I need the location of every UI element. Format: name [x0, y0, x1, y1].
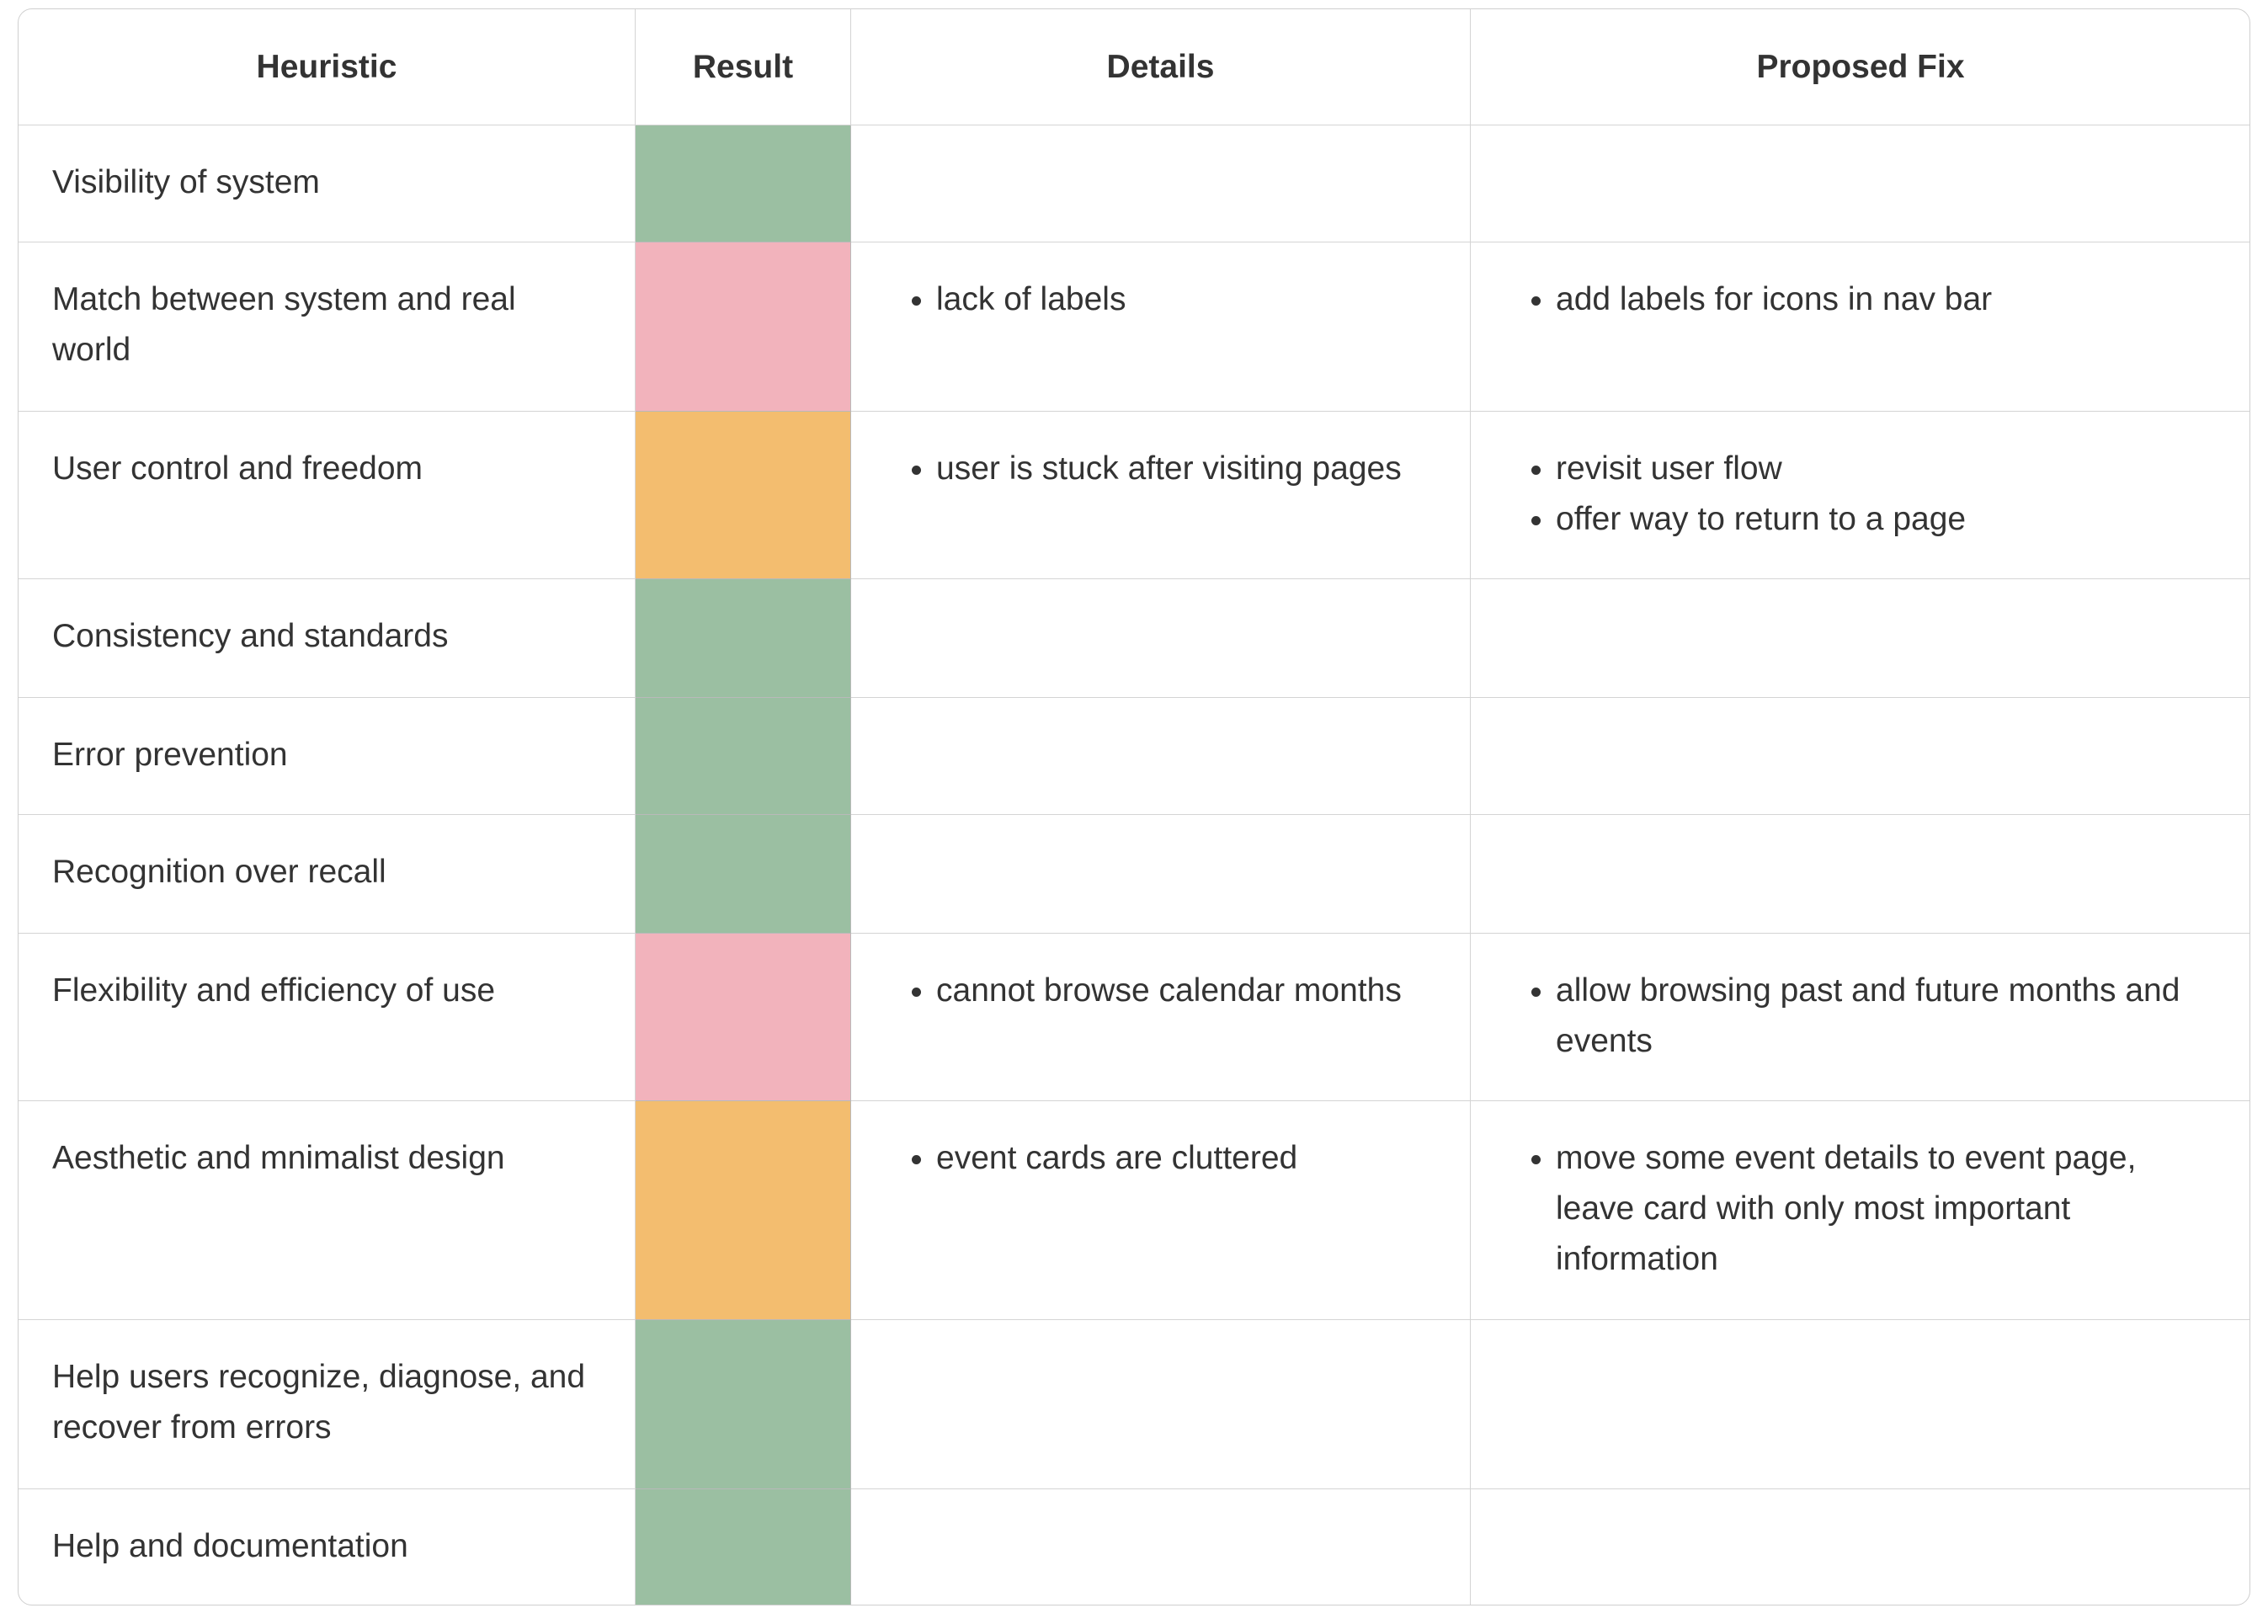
- details-cell: [850, 1319, 1471, 1489]
- table-row: User control and freedom user is stuck af…: [19, 411, 2249, 579]
- result-cell: [635, 697, 851, 815]
- details-list: event cards are cluttered: [885, 1133, 1436, 1184]
- result-cell: [635, 814, 851, 934]
- fixes-cell: allow browsing past and future months an…: [1470, 933, 2249, 1101]
- heuristic-cell: Consistency and standards: [19, 578, 636, 698]
- column-header: Details: [850, 9, 1471, 125]
- details-cell: [850, 697, 1471, 815]
- fixes-list: allow browsing past and future months an…: [1504, 966, 2217, 1067]
- details-cell: user is stuck after visiting pages: [850, 411, 1471, 579]
- table-row: Flexibility and efficiency of use cannot …: [19, 933, 2249, 1101]
- header-row: Heuristic Result Details Proposed Fix: [19, 9, 2249, 125]
- details-list: cannot browse calendar months: [885, 966, 1436, 1016]
- bullet-item: offer way to return to a page: [1556, 494, 2217, 545]
- table-frame: Heuristic Result Details Proposed Fix Visib…: [18, 8, 2250, 1605]
- bullet-item: move some event details to event page, l…: [1556, 1133, 2217, 1285]
- table-row: Help users recognize, diagnose, and reco…: [19, 1319, 2249, 1489]
- heuristic-cell: Recognition over recall: [19, 814, 636, 934]
- fixes-list: move some event details to event page, l…: [1504, 1133, 2217, 1285]
- fixes-cell: [1470, 125, 2249, 242]
- fixes-list: add labels for icons in nav bar: [1504, 274, 2217, 325]
- result-cell: [635, 933, 851, 1101]
- heuristic-cell: Help and documentation: [19, 1488, 636, 1605]
- table-row: Consistency and standards: [19, 578, 2249, 698]
- table-row: Visibility of system: [19, 125, 2249, 242]
- fixes-cell: [1470, 578, 2249, 698]
- table-row: Match between system and real world lack …: [19, 242, 2249, 412]
- fixes-cell: [1470, 697, 2249, 815]
- result-cell: [635, 242, 851, 412]
- details-cell: event cards are cluttered: [850, 1100, 1471, 1320]
- result-cell: [635, 125, 851, 242]
- bullet-item: lack of labels: [936, 274, 1436, 325]
- fixes-cell: [1470, 814, 2249, 934]
- heuristic-cell: Aesthetic and mnimalist design: [19, 1100, 636, 1320]
- heuristic-cell: Help users recognize, diagnose, and reco…: [19, 1319, 636, 1489]
- details-cell: [850, 125, 1471, 242]
- bullet-item: cannot browse calendar months: [936, 966, 1436, 1016]
- result-cell: [635, 1100, 851, 1320]
- details-cell: [850, 578, 1471, 698]
- bullet-item: add labels for icons in nav bar: [1556, 274, 2217, 325]
- fixes-cell: [1470, 1488, 2249, 1605]
- result-cell: [635, 411, 851, 579]
- bullet-item: user is stuck after visiting pages: [936, 444, 1436, 494]
- heuristic-cell: Flexibility and efficiency of use: [19, 933, 636, 1101]
- details-list: user is stuck after visiting pages: [885, 444, 1436, 494]
- fixes-cell: [1470, 1319, 2249, 1489]
- result-cell: [635, 1488, 851, 1605]
- heuristic-cell: User control and freedom: [19, 411, 636, 579]
- result-cell: [635, 1319, 851, 1489]
- heuristic-cell: Visibility of system: [19, 125, 636, 242]
- column-header: Heuristic: [19, 9, 636, 125]
- fixes-cell: add labels for icons in nav bar: [1470, 242, 2249, 412]
- heuristic-cell: Match between system and real world: [19, 242, 636, 412]
- table-row: Help and documentation: [19, 1488, 2249, 1605]
- fixes-cell: move some event details to event page, l…: [1470, 1100, 2249, 1320]
- column-header: Result: [635, 9, 851, 125]
- details-list: lack of labels: [885, 274, 1436, 325]
- fixes-cell: revisit user flowoffer way to return to …: [1470, 411, 2249, 579]
- fixes-list: revisit user flowoffer way to return to …: [1504, 444, 2217, 545]
- details-cell: [850, 814, 1471, 934]
- table-row: Aesthetic and mnimalist design event card…: [19, 1100, 2249, 1320]
- heuristic-table: Heuristic Result Details Proposed Fix Visib…: [19, 9, 2249, 1605]
- bullet-item: event cards are cluttered: [936, 1133, 1436, 1184]
- heuristic-cell: Error prevention: [19, 697, 636, 815]
- bullet-item: allow browsing past and future months an…: [1556, 966, 2217, 1067]
- details-cell: [850, 1488, 1471, 1605]
- bullet-item: revisit user flow: [1556, 444, 2217, 494]
- column-header: Proposed Fix: [1470, 9, 2249, 125]
- details-cell: lack of labels: [850, 242, 1471, 412]
- details-cell: cannot browse calendar months: [850, 933, 1471, 1101]
- table-row: Recognition over recall: [19, 814, 2249, 934]
- result-cell: [635, 578, 851, 698]
- table-row: Error prevention: [19, 697, 2249, 815]
